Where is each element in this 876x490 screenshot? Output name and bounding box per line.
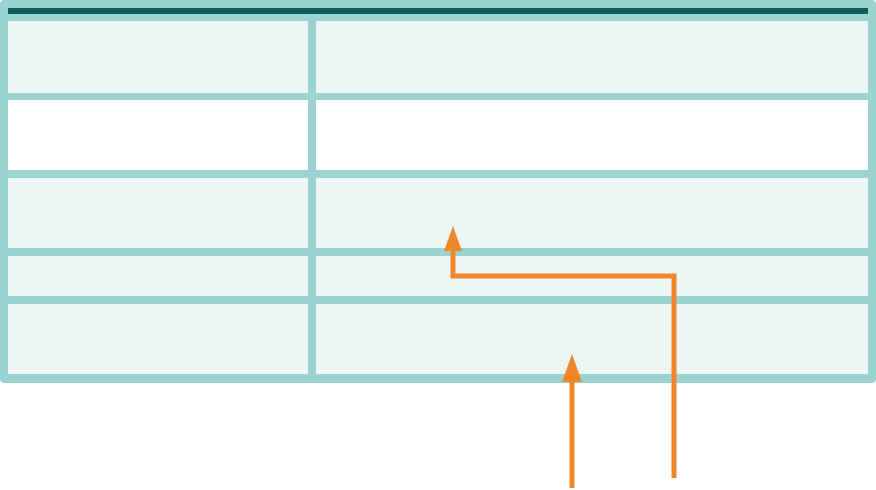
arrowhead-icon	[562, 354, 582, 382]
table-cell-right	[316, 21, 868, 93]
header-rule	[8, 8, 868, 14]
table-cell-right	[316, 100, 868, 170]
arrowhead-icon	[444, 226, 462, 251]
table-cell-right	[316, 304, 868, 374]
table-row	[0, 178, 876, 248]
table-row	[0, 21, 876, 93]
arrow-to-row-3	[444, 226, 677, 478]
table-cell-right	[316, 178, 868, 248]
table-cell-left	[8, 21, 308, 93]
table-row	[0, 256, 876, 296]
table-cell-left	[8, 256, 308, 296]
table-cell-left	[8, 304, 308, 374]
arrow-to-row-5	[562, 354, 582, 488]
connector-line	[450, 248, 677, 478]
table-frame	[0, 0, 876, 383]
table-cell-left	[8, 178, 308, 248]
table-row	[0, 100, 876, 170]
table-cell-left	[8, 100, 308, 170]
table-row	[0, 304, 876, 374]
